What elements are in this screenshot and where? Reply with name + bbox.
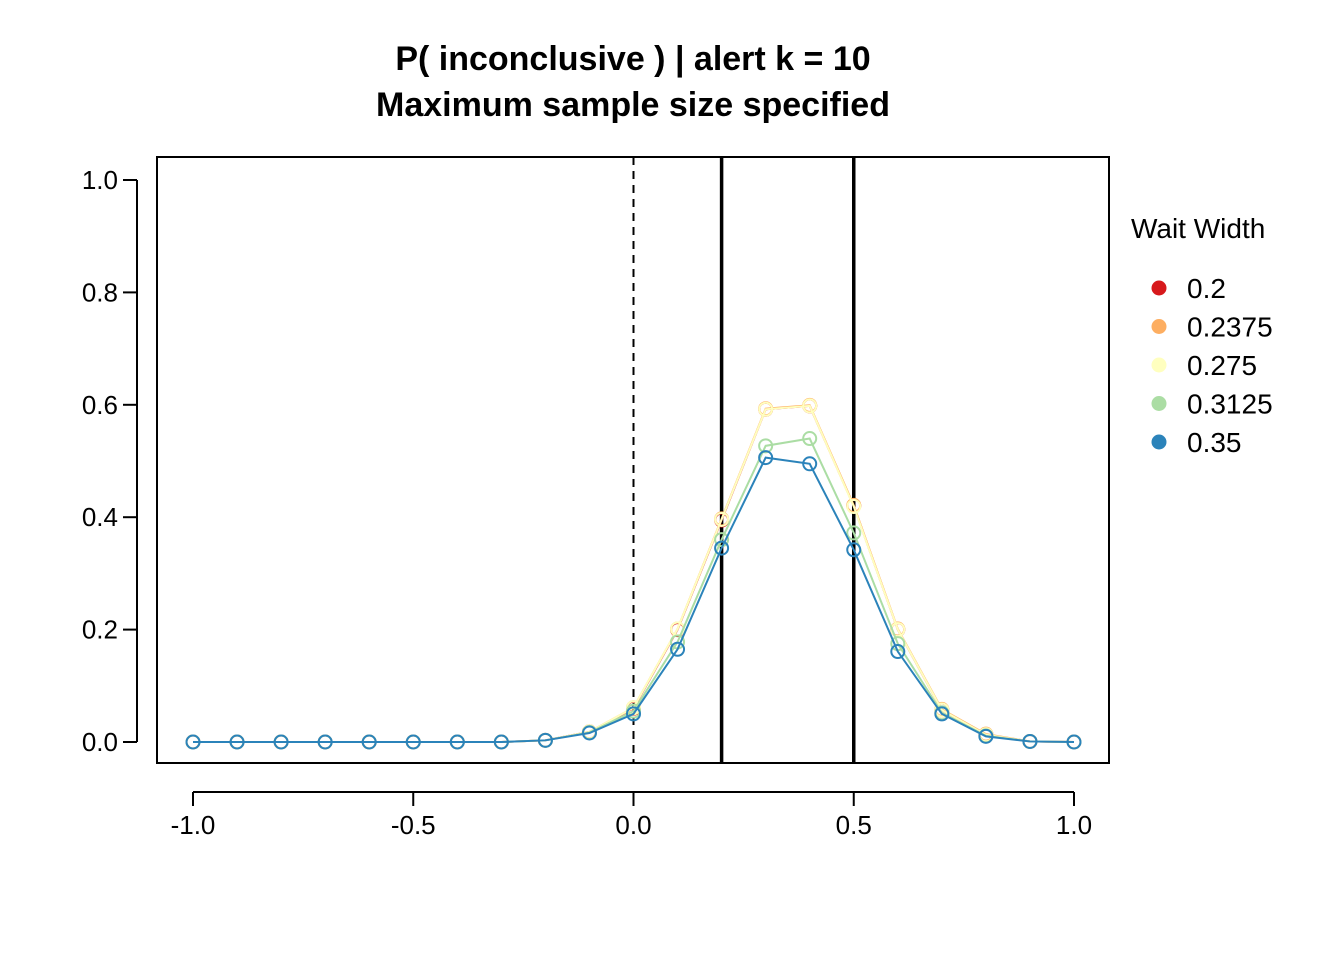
data-point-0.275-12 — [714, 511, 730, 527]
series-0.35 — [185, 450, 1082, 750]
data-point-0.275-15 — [846, 499, 862, 515]
data-point-0.35-7 — [493, 734, 509, 750]
data-point-0.35-16 — [890, 644, 906, 660]
data-point-0.3125-15 — [846, 525, 862, 541]
data-point-0.35-12 — [714, 540, 730, 556]
legend-swatch-0 — [1151, 280, 1167, 296]
data-point-0.35-0 — [185, 734, 201, 750]
y-tick-label-3: 0.6 — [82, 390, 118, 420]
data-point-0.35-5 — [405, 734, 421, 750]
data-point-0.35-14 — [802, 456, 818, 472]
data-point-0.35-1 — [229, 734, 245, 750]
x-tick-label-2: 0.0 — [615, 810, 651, 840]
x-tick-label-0: -1.0 — [171, 810, 216, 840]
data-point-0.35-2 — [273, 734, 289, 750]
x-tick-label-1: -0.5 — [391, 810, 436, 840]
y-tick-label-2: 0.4 — [82, 502, 118, 532]
y-tick-label-5: 1.0 — [82, 165, 118, 195]
data-point-0.35-11 — [670, 641, 686, 657]
data-point-0.275-13 — [758, 401, 774, 417]
y-tick-label-1: 0.2 — [82, 615, 118, 645]
legend-label-4: 0.35 — [1187, 427, 1242, 458]
x-tick-label-3: 0.5 — [836, 810, 872, 840]
legend-swatch-4 — [1151, 434, 1167, 450]
x-tick-label-4: 1.0 — [1056, 810, 1092, 840]
data-point-0.35-15 — [846, 542, 862, 558]
data-point-0.35-13 — [758, 450, 774, 466]
data-point-0.35-8 — [537, 732, 553, 748]
legend-swatch-2 — [1151, 357, 1167, 373]
data-point-0.35-4 — [361, 734, 377, 750]
data-point-0.3125-14 — [802, 431, 818, 447]
data-point-0.35-19 — [1022, 733, 1038, 749]
data-point-0.35-18 — [978, 728, 994, 744]
chart-title: P( inconclusive ) | alert k = 10 — [395, 40, 870, 78]
y-tick-label-0: 0.0 — [82, 727, 118, 757]
legend-swatch-1 — [1151, 319, 1167, 334]
data-point-0.3125-13 — [758, 438, 774, 454]
series-line-0.35 — [193, 456, 1075, 743]
legend-label-2: 0.275 — [1187, 350, 1257, 381]
data-point-0.35-6 — [449, 734, 465, 750]
legend-label-3: 0.3125 — [1187, 389, 1273, 420]
legend-label-0: 0.2 — [1187, 273, 1226, 304]
data-point-0.35-10 — [626, 706, 641, 722]
data-point-0.35-3 — [317, 734, 333, 750]
chart-subtitle: Maximum sample size specified — [376, 86, 890, 124]
data-point-0.35-20 — [1066, 734, 1082, 750]
legend-label-1: 0.2375 — [1187, 312, 1273, 343]
data-point-0.35-17 — [934, 706, 950, 722]
legend-swatch-3 — [1151, 396, 1167, 411]
data-point-0.35-9 — [581, 725, 597, 741]
legend-title: Wait Width — [1131, 213, 1265, 244]
data-point-0.275-14 — [802, 398, 818, 414]
y-tick-label-4: 0.8 — [82, 277, 118, 307]
